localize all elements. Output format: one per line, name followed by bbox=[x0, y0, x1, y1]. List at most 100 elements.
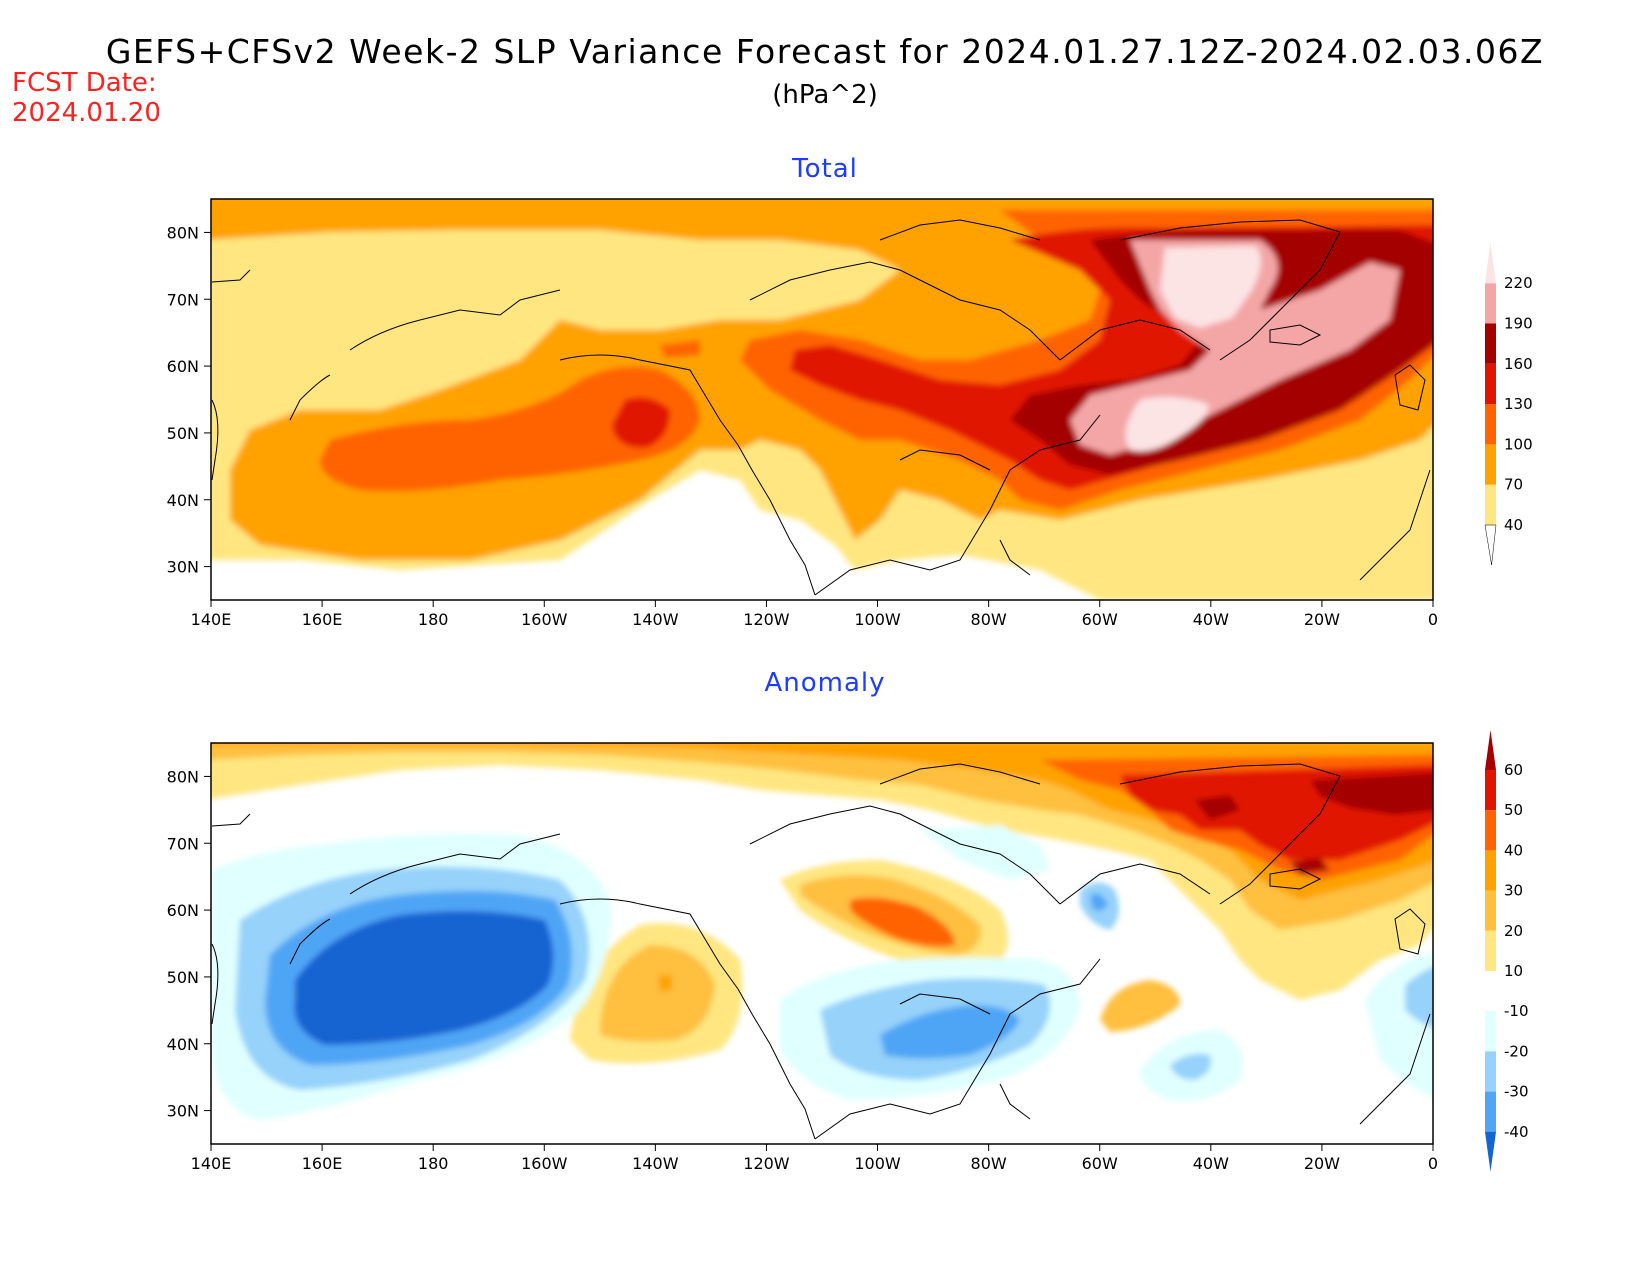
total-lon-label: 140W bbox=[632, 610, 679, 629]
anomaly-lon-label: 160E bbox=[302, 1154, 343, 1173]
anom-fill-neg40 bbox=[294, 911, 554, 1045]
anomaly-colorbar-segment bbox=[1485, 930, 1496, 971]
anomaly-lat-label: 50N bbox=[167, 968, 199, 987]
anomaly-lon-label: 60W bbox=[1082, 1154, 1118, 1173]
total-colorbar-label: 40 bbox=[1504, 516, 1523, 534]
total-colorbar-label: 220 bbox=[1504, 274, 1533, 292]
forecast-date-block: FCST Date: 2024.01.20 bbox=[12, 68, 161, 128]
total-colorbar-cap bbox=[1485, 242, 1496, 284]
anomaly-colorbar-label: -40 bbox=[1504, 1123, 1529, 1141]
total-colorbar: 40 70 100 130 160 190 220 bbox=[1484, 242, 1533, 566]
anomaly-colorbar-segment bbox=[1485, 770, 1496, 811]
anomaly-colorbar-segment bbox=[1485, 1051, 1496, 1092]
total-colorbar-label: 70 bbox=[1504, 476, 1523, 494]
anomaly-colorbar-segment bbox=[1485, 850, 1496, 891]
anomaly-lon-label: 80W bbox=[971, 1154, 1007, 1173]
total-lat-label: 80N bbox=[167, 223, 199, 242]
forecast-date-value: 2024.01.20 bbox=[12, 98, 161, 128]
total-map-frame bbox=[210, 198, 1434, 601]
anomaly-lon-label: 120W bbox=[743, 1154, 790, 1173]
total-colorbar-segment bbox=[1485, 283, 1496, 324]
total-colorbar-segment bbox=[1485, 323, 1496, 364]
total-lon-label: 80W bbox=[971, 610, 1007, 629]
anomaly-colorbar-segment bbox=[1485, 971, 1496, 1012]
anomaly-colorbar: 60 50 40 30 20 10 -10 -20 -30 -40 bbox=[1485, 730, 1529, 1172]
anomaly-colorbar-label: 50 bbox=[1504, 801, 1523, 819]
anomaly-lon-label: 140E bbox=[191, 1154, 232, 1173]
anomaly-lon-label: 100W bbox=[854, 1154, 901, 1173]
anomaly-lat-label: 70N bbox=[167, 834, 199, 853]
total-lon-label: 100W bbox=[854, 610, 901, 629]
total-lon-label: 160W bbox=[521, 610, 568, 629]
anomaly-colorbar-segment bbox=[1485, 1011, 1496, 1052]
anomaly-colorbar-segment bbox=[1485, 890, 1496, 931]
total-lat-label: 40N bbox=[167, 491, 199, 510]
anomaly-lat-label: 40N bbox=[167, 1035, 199, 1054]
anom-fill-atl-pos bbox=[1100, 980, 1180, 1032]
anomaly-colorbar-segment bbox=[1485, 810, 1496, 851]
anomaly-colorbar-bottom-cap bbox=[1485, 1131, 1496, 1172]
anomaly-map-frame bbox=[210, 742, 1434, 1145]
total-colorbar-segment bbox=[1485, 363, 1496, 405]
total-lon-label: 120W bbox=[743, 610, 790, 629]
total-lon-label: 180 bbox=[418, 610, 449, 629]
total-lat-label: 30N bbox=[167, 558, 199, 577]
anomaly-map bbox=[211, 743, 1433, 1144]
total-fill-220 bbox=[1125, 246, 1261, 452]
total-coastlines bbox=[211, 219, 1431, 596]
total-lon-label: 20W bbox=[1304, 610, 1340, 629]
total-lon-label: 140E bbox=[191, 610, 232, 629]
total-colorbar-label: 190 bbox=[1504, 315, 1533, 333]
anomaly-panel-title: Anomaly bbox=[764, 668, 886, 698]
total-lon-label: 160E bbox=[302, 610, 343, 629]
anomaly-lat-label: 80N bbox=[167, 767, 199, 786]
total-lon-label: 0 bbox=[1428, 610, 1438, 629]
anomaly-lon-label: 160W bbox=[521, 1154, 568, 1173]
total-colorbar-label: 100 bbox=[1504, 435, 1533, 453]
anomaly-colorbar-top-cap bbox=[1485, 730, 1496, 770]
anomaly-lon-label: 140W bbox=[632, 1154, 679, 1173]
anomaly-lat-label: 60N bbox=[167, 901, 199, 920]
total-colorbar-label: 130 bbox=[1504, 395, 1533, 413]
anom-fill-euro-neg20 bbox=[1405, 967, 1433, 1028]
forecast-date-label: FCST Date: bbox=[12, 68, 157, 98]
anomaly-colorbar-segment bbox=[1485, 1091, 1496, 1132]
total-colorbar-segment bbox=[1485, 484, 1496, 525]
chart-title: GEFS+CFSv2 Week-2 SLP Variance Forecast … bbox=[105, 32, 1545, 71]
total-lon-label: 40W bbox=[1193, 610, 1229, 629]
anom-fill-pac-pos20 bbox=[600, 945, 715, 1042]
anomaly-colorbar-label: 20 bbox=[1504, 922, 1523, 940]
anomaly-colorbar-label: -10 bbox=[1504, 1002, 1529, 1020]
anom-fill-pac-pos30 bbox=[658, 975, 672, 992]
total-lon-label: 60W bbox=[1082, 610, 1118, 629]
anomaly-colorbar-label: 60 bbox=[1504, 761, 1523, 779]
total-map bbox=[211, 199, 1433, 600]
total-colorbar-label: 160 bbox=[1504, 355, 1533, 373]
total-colorbar-bottom-cap bbox=[1484, 524, 1497, 566]
anom-fill-labrador-neg30 bbox=[1090, 893, 1108, 911]
anomaly-coastlines bbox=[211, 763, 1431, 1140]
anomaly-colorbar-label: 40 bbox=[1504, 841, 1523, 859]
anomaly-colorbar-label: -20 bbox=[1504, 1042, 1529, 1060]
anom-fill-pos60 bbox=[1195, 772, 1433, 875]
total-lat-label: 70N bbox=[167, 290, 199, 309]
anomaly-colorbar-label: -30 bbox=[1504, 1083, 1529, 1101]
axes-layer: 140E 160E 180 160W 140W 120W 100W 80W 60W 40W 20W 0… bbox=[167, 223, 1438, 1173]
anomaly-lat-label: 30N bbox=[167, 1102, 199, 1121]
units-label: (hPa^2) bbox=[772, 80, 878, 110]
total-colorbar-segment bbox=[1485, 404, 1496, 445]
total-lat-label: 60N bbox=[167, 357, 199, 376]
anom-fill-canada-pos30 bbox=[850, 897, 955, 947]
anomaly-lon-label: 180 bbox=[418, 1154, 449, 1173]
anomaly-lon-label: 40W bbox=[1193, 1154, 1229, 1173]
total-lat-label: 50N bbox=[167, 424, 199, 443]
anomaly-colorbar-label: 30 bbox=[1504, 882, 1523, 900]
anomaly-lon-label: 20W bbox=[1304, 1154, 1340, 1173]
anomaly-colorbar-label: 10 bbox=[1504, 962, 1523, 980]
anom-fill-us-neg30 bbox=[880, 1005, 1020, 1059]
total-panel-title: Total bbox=[792, 154, 858, 184]
anom-fill-atl-neg20 bbox=[1170, 1053, 1211, 1080]
total-colorbar-segment bbox=[1485, 444, 1496, 485]
anomaly-lon-label: 0 bbox=[1428, 1154, 1438, 1173]
